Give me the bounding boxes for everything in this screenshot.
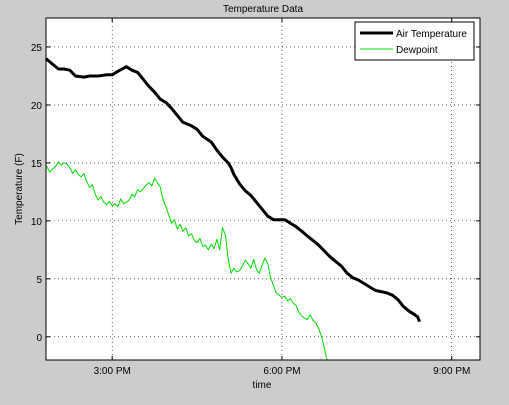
y-tick-label: 10 — [31, 217, 43, 228]
legend: Air Temperature Dewpoint — [354, 21, 475, 61]
y-tick-label: 0 — [36, 333, 42, 344]
grid — [46, 18, 480, 360]
chart-title: Temperature Data — [223, 4, 303, 15]
plot-area — [46, 18, 480, 360]
legend-label-air-temperature: Air Temperature — [396, 29, 467, 40]
y-axis-label: Temperature (F) — [14, 153, 25, 225]
y-tick-label: 25 — [31, 43, 43, 54]
legend-box — [354, 21, 475, 61]
ticks: 3:00 PM 6:00 PM 9:00 PM 0 5 10 15 20 25 — [31, 18, 480, 377]
legend-label-dewpoint: Dewpoint — [396, 45, 438, 56]
x-axis-label: time — [253, 380, 272, 391]
series-line-air-temperature — [45, 57, 421, 323]
y-tick-label: 20 — [31, 101, 43, 112]
y-tick-label: 15 — [31, 159, 43, 170]
x-tick-label: 6:00 PM — [263, 366, 300, 377]
x-tick-label: 3:00 PM — [94, 366, 131, 377]
plot-frame — [45, 17, 481, 361]
series-line-dewpoint — [45, 161, 328, 361]
y-tick-label: 5 — [36, 275, 42, 286]
series-layer — [45, 57, 421, 361]
x-tick-label: 9:00 PM — [433, 366, 470, 377]
